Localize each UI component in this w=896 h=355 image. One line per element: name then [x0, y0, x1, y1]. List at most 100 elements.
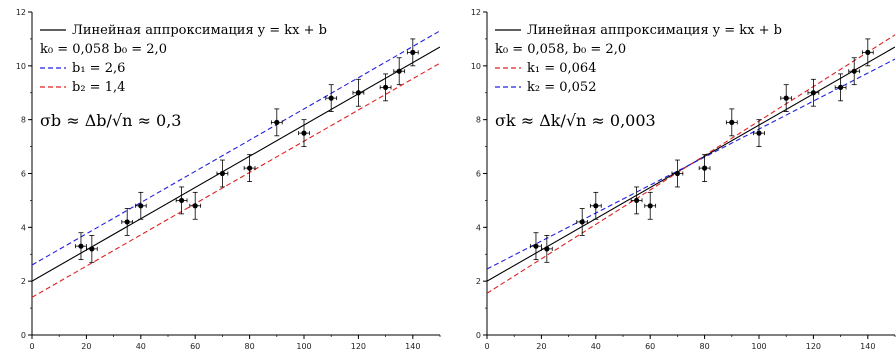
y-tick-label: 0 [476, 331, 481, 340]
x-tick-label: 140 [405, 342, 420, 351]
x-tick-label: 100 [751, 342, 766, 351]
legend-label: k₁ = 0,064 [527, 61, 596, 76]
legend-item-1: Линейная аппроксимация y = kx + b [40, 23, 327, 38]
data-point [541, 235, 553, 263]
y-tick-label: 2 [476, 277, 481, 286]
data-marker [851, 68, 857, 74]
data-point [352, 78, 365, 107]
data-point [861, 38, 874, 67]
x-tick-label: 40 [591, 342, 601, 351]
data-point [589, 191, 602, 220]
y-tick-label: 2 [21, 277, 26, 286]
data-point [780, 84, 793, 112]
data-marker [674, 170, 681, 177]
data-marker [865, 49, 871, 55]
data-marker [544, 246, 550, 252]
y-tick-label: 4 [476, 223, 481, 232]
data-point [189, 191, 202, 220]
fit-line-2 [32, 30, 440, 266]
data-point [134, 191, 147, 220]
data-marker [328, 95, 334, 101]
sigma-annotation: σb ≈ Δb/√n ≈ 0,3 [40, 111, 181, 130]
data-marker [124, 219, 130, 225]
x-tick-label: 80 [245, 342, 255, 351]
y-tick-label: 0 [21, 331, 26, 340]
y-tick-label: 12 [16, 8, 26, 17]
y-tick-label: 10 [471, 62, 481, 71]
data-point [379, 73, 392, 102]
fit-line-1 [32, 46, 440, 282]
data-marker [579, 219, 585, 225]
data-marker [301, 130, 307, 136]
legend-label: b₁ = 2,6 [72, 61, 125, 76]
legend-item-2: k₀ = 0,058 b₀ = 2,0 [40, 42, 167, 57]
fit-lines [32, 30, 440, 298]
data-marker [810, 90, 817, 96]
data-point [630, 186, 643, 215]
legend-label: k₂ = 0,052 [527, 80, 596, 95]
x-tick-label: 120 [806, 342, 821, 351]
legend-label: Линейная аппроксимация y = kx + b [72, 23, 327, 38]
y-tick-label: 8 [21, 116, 26, 125]
data-point [753, 119, 765, 147]
data-point [216, 159, 229, 188]
x-tick-label: 20 [536, 342, 546, 351]
data-point [671, 159, 684, 188]
data-marker [702, 165, 708, 171]
data-point [270, 108, 283, 137]
fit-line-3 [487, 58, 895, 270]
data-marker [138, 203, 144, 209]
x-tick-label: 120 [351, 342, 366, 351]
data-point [298, 119, 310, 147]
data-marker [783, 95, 789, 101]
data-marker [179, 197, 185, 204]
data-point [121, 208, 134, 236]
fit-line-2 [487, 34, 895, 294]
data-marker [383, 84, 389, 90]
data-point [325, 84, 338, 112]
legend-item-4: k₂ = 0,052 [495, 80, 596, 95]
x-tick-label: 40 [136, 342, 146, 351]
data-marker [756, 130, 762, 136]
legend-label: Линейная аппроксимация y = kx + b [527, 23, 782, 38]
legend-label: k₀ = 0,058 b₀ = 2,0 [40, 42, 167, 57]
legend-item-3: b₁ = 2,6 [40, 61, 125, 76]
x-tick-label: 140 [860, 342, 875, 351]
data-marker [192, 203, 198, 209]
x-tick-label: 60 [190, 342, 200, 351]
data-marker [593, 203, 599, 209]
data-point [175, 186, 188, 215]
y-tick-label: 10 [16, 62, 26, 71]
data-point [393, 57, 406, 86]
x-tick-label: 0 [29, 342, 34, 351]
y-tick-label: 6 [476, 170, 481, 179]
data-point [406, 38, 419, 67]
sigma-annotation: σk ≈ Δk/√n ≈ 0,003 [495, 111, 656, 130]
legend-item-4: b₂ = 1,4 [40, 80, 125, 95]
y-tick-label: 6 [21, 170, 26, 179]
data-point [698, 154, 711, 182]
fit-line-3 [32, 62, 440, 298]
data-point [848, 57, 861, 86]
data-marker [647, 203, 653, 209]
data-marker [219, 170, 225, 177]
data-point [75, 232, 87, 261]
legend-item-3: k₁ = 0,064 [495, 61, 596, 76]
data-point [807, 78, 820, 107]
data-point [725, 108, 738, 137]
chart-panel-2: 0 20 40 60 80 100 120 140 0 2 4 6 8 10 12 Линейная аппр… [471, 8, 896, 351]
data-marker [838, 84, 844, 90]
y-tick-label: 12 [471, 8, 481, 17]
x-tick-label: 0 [484, 342, 489, 351]
data-point [834, 73, 847, 102]
legend-label: b₂ = 1,4 [72, 80, 125, 95]
data-point [576, 208, 589, 236]
y-tick-label: 4 [21, 223, 26, 232]
legend-label: k₀ = 0,058, b₀ = 2,0 [495, 42, 626, 57]
x-tick-label: 60 [645, 342, 655, 351]
data-marker [355, 90, 361, 96]
x-tick-label: 100 [296, 342, 311, 351]
data-marker [729, 119, 735, 125]
data-point [243, 154, 256, 182]
